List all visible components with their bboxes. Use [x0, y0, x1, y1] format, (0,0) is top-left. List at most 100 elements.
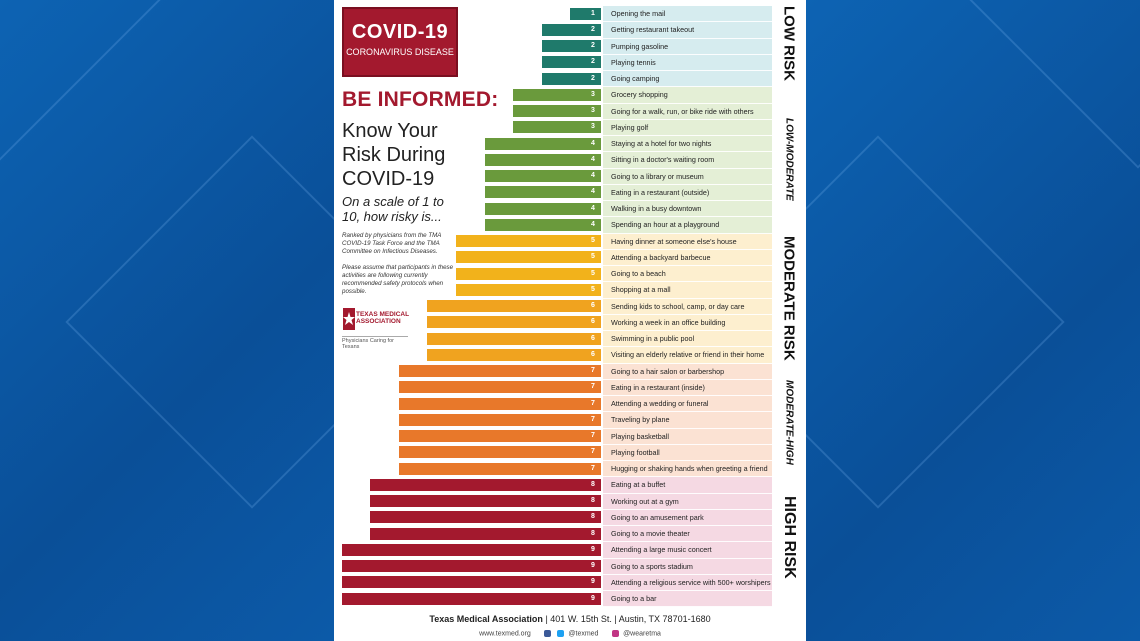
- footer-address-city: Austin, TX 78701-1680: [618, 614, 711, 624]
- row-divider: [603, 606, 772, 608]
- activity-label: Having dinner at someone else's house: [611, 236, 737, 246]
- row-band: [603, 396, 772, 413]
- risk-value-label: 8: [591, 529, 595, 537]
- risk-bar: [398, 462, 601, 475]
- row-band: [603, 574, 772, 591]
- risk-bar: [484, 170, 601, 182]
- instagram-icon[interactable]: [612, 630, 620, 637]
- row-band: [603, 6, 772, 23]
- row-band: [603, 22, 772, 39]
- risk-bar: [370, 478, 601, 491]
- row-divider: [603, 200, 772, 201]
- row-band: [603, 266, 772, 283]
- risk-value-label: 7: [591, 399, 595, 407]
- risk-value-label: 7: [591, 432, 595, 439]
- activity-label: Going to a beach: [611, 269, 666, 278]
- risk-value-label: 2: [591, 25, 595, 33]
- activity-label: Playing football: [611, 447, 660, 457]
- risk-value-label: 7: [591, 367, 595, 374]
- risk-bar: [456, 235, 601, 247]
- background-diamond: [65, 135, 334, 509]
- risk-value-label: 5: [591, 237, 595, 244]
- know-line: COVID-19: [342, 168, 435, 190]
- row-band: [603, 249, 772, 266]
- row-divider: [603, 265, 772, 266]
- footer-handle-wearetma[interactable]: @wearetma: [623, 630, 661, 638]
- risk-bar: [513, 121, 601, 134]
- row-band: [603, 119, 772, 136]
- risk-bar: [570, 7, 601, 20]
- activity-label: Going to a bar: [611, 594, 657, 603]
- row-band: [603, 282, 772, 299]
- risk-value-label: 7: [591, 448, 595, 456]
- activity-label: Going to a movie theater: [611, 529, 690, 538]
- risk-value-label: 3: [591, 123, 595, 131]
- risk-bar: [456, 251, 601, 264]
- tma-tagline: Physicians Caring for Texans: [342, 336, 408, 350]
- row-divider: [603, 37, 772, 39]
- activity-label: Sending kids to school, camp, or day car…: [611, 301, 745, 311]
- footer-handle-texmed[interactable]: @texmed: [568, 630, 599, 638]
- row-band: [603, 71, 772, 88]
- activity-label: Going to a hair salon or barbershop: [611, 366, 725, 376]
- activity-label: Eating in a restaurant (outside): [611, 187, 710, 197]
- tma-logo: TEXAS MEDICAL ASSOCIATION Physicians Car…: [342, 306, 414, 350]
- risk-bar: [398, 413, 601, 426]
- risk-value-label: 2: [591, 42, 595, 49]
- row-band: [603, 87, 772, 104]
- risk-bar: [484, 202, 601, 215]
- risk-level-text: HIGH RISK: [781, 496, 798, 579]
- background-right: [806, 0, 1140, 641]
- row-divider: [603, 378, 772, 380]
- risk-value-label: 4: [591, 155, 595, 163]
- risk-bar: [370, 495, 601, 507]
- row-divider: [603, 102, 772, 104]
- row-divider: [603, 395, 772, 396]
- row-divider: [603, 167, 772, 169]
- risk-value-label: 3: [591, 90, 595, 98]
- risk-bar: [541, 23, 601, 36]
- risk-bar: [427, 332, 601, 345]
- tma-name: TEXAS MEDICAL ASSOCIATION: [356, 311, 409, 325]
- row-band: [603, 509, 772, 526]
- row-divider: [603, 346, 772, 348]
- risk-level-text: MODERATE RISK: [780, 236, 798, 361]
- know-line: Risk During: [342, 144, 446, 166]
- risk-value-label: 4: [591, 188, 595, 196]
- risk-value-label: 7: [591, 383, 595, 391]
- facebook-icon[interactable]: [544, 630, 552, 637]
- footer-website[interactable]: www.texmed.org: [479, 630, 531, 638]
- activity-label: Getting restaurant takeout: [611, 25, 695, 35]
- activity-label: Staying at a hotel for two nights: [611, 139, 712, 148]
- row-band: [603, 526, 772, 543]
- row-band: [603, 298, 772, 315]
- twitter-icon[interactable]: [557, 630, 565, 637]
- footer-social: www.texmed.org @texmed @wearetma: [334, 630, 806, 637]
- risk-value-label: 4: [591, 220, 595, 228]
- row-divider: [603, 183, 772, 185]
- activity-label: Attending a religious service with 500+ …: [611, 577, 771, 587]
- risk-bar: [370, 511, 601, 524]
- activity-label: Visiting an elderly relative or friend i…: [611, 350, 765, 360]
- row-band: [603, 54, 772, 71]
- row-band: [603, 412, 772, 429]
- risk-bar: [541, 40, 601, 52]
- row-divider: [603, 525, 772, 526]
- footer-org: Texas Medical Association: [429, 614, 543, 624]
- row-divider: [603, 216, 772, 218]
- risk-value-label: 2: [591, 74, 595, 82]
- row-divider: [603, 70, 772, 71]
- activity-label: Spending an hour at a playground: [611, 220, 720, 230]
- logo-title: COVID-19: [351, 21, 449, 43]
- row-divider: [603, 151, 772, 153]
- row-band: [603, 331, 772, 348]
- assume-note: Please assume that participants in these…: [342, 264, 454, 295]
- footer-address: Texas Medical Association | 401 W. 15th …: [334, 614, 806, 624]
- row-band: [603, 379, 772, 396]
- activity-label: Going camping: [611, 74, 660, 83]
- activity-label: Going to a sports stadium: [611, 561, 693, 571]
- risk-value-label: 9: [591, 594, 595, 602]
- risk-value-label: 6: [591, 318, 595, 326]
- row-band: [603, 38, 772, 55]
- row-divider: [603, 86, 772, 88]
